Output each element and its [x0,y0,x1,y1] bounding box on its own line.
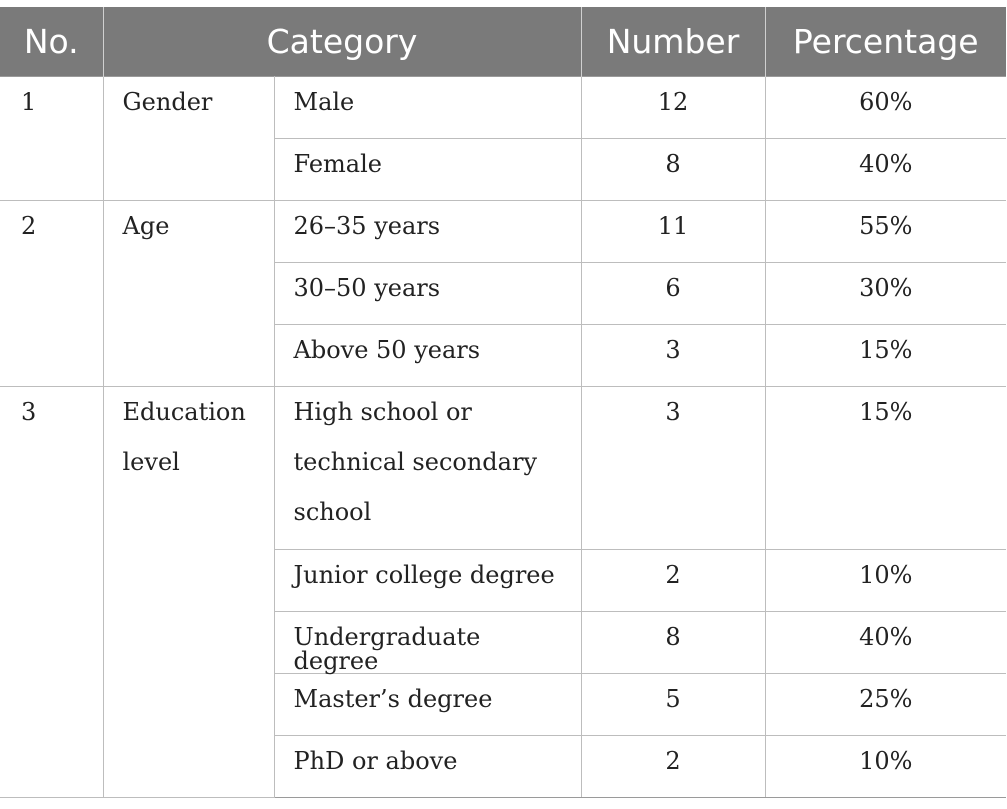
demographics-table: No. Category Number Percentage 1 Gender … [0,7,1006,798]
group-category: Education level [102,386,275,798]
row-percentage: 55% [764,200,1006,263]
table-row: Master’s degree 5 25% [0,673,1006,736]
row-number: 6 [580,262,766,325]
header-row: No. Category Number Percentage [0,7,1006,77]
row-percentage: 40% [764,138,1006,201]
row-number: 12 [580,76,766,139]
row-number: 3 [580,386,766,550]
row-percentage: 10% [764,549,1006,612]
row-label: Junior college degree [273,549,582,612]
row-percentage: 10% [764,735,1006,798]
row-label: Female [273,138,582,201]
row-number: 5 [580,673,766,736]
table-row: Above 50 years 3 15% [0,324,1006,387]
row-label: PhD or above [273,735,582,798]
row-percentage: 60% [764,76,1006,139]
row-number: 11 [580,200,766,263]
row-label: 30–50 years [273,262,582,325]
group-category: Gender [102,76,275,201]
table-row: PhD or above 2 10% [0,735,1006,798]
group-no: 3 [0,386,104,798]
row-number: 8 [580,611,766,674]
row-label: Undergraduate degree [273,611,582,674]
table-row: 1 Gender Male 12 60% [0,76,1006,201]
group-no: 1 [0,76,104,201]
row-label: Above 50 years [273,324,582,387]
row-number: 3 [580,324,766,387]
row-label-text: High school or technical secondary schoo… [293,398,538,526]
table-row: 30–50 years 6 30% [0,262,1006,325]
table-row: 3 Education level High school or technic… [0,386,1006,798]
row-number: 8 [580,138,766,201]
table-row: 2 Age 26–35 years 11 55% [0,200,1006,387]
header-no: No. [0,7,104,77]
row-label: Master’s degree [273,673,582,736]
row-number: 2 [580,549,766,612]
row-percentage: 25% [764,673,1006,736]
row-label: Male [273,76,582,139]
row-percentage: 30% [764,262,1006,325]
row-number: 2 [580,735,766,798]
row-label: High school or technical secondary schoo… [273,386,582,550]
header-number: Number [581,7,766,77]
group-category: Age [102,200,275,387]
row-percentage: 15% [764,324,1006,387]
group-no: 2 [0,200,104,387]
group-category-text: Education level [122,398,246,476]
row-label: 26–35 years [273,200,582,263]
header-category: Category [103,7,582,77]
table-row: Junior college degree 2 10% [0,549,1006,612]
header-percentage: Percentage [765,7,1006,77]
row-percentage: 40% [764,611,1006,674]
table-row: Undergraduate degree 8 40% [0,611,1006,674]
row-percentage: 15% [764,386,1006,550]
